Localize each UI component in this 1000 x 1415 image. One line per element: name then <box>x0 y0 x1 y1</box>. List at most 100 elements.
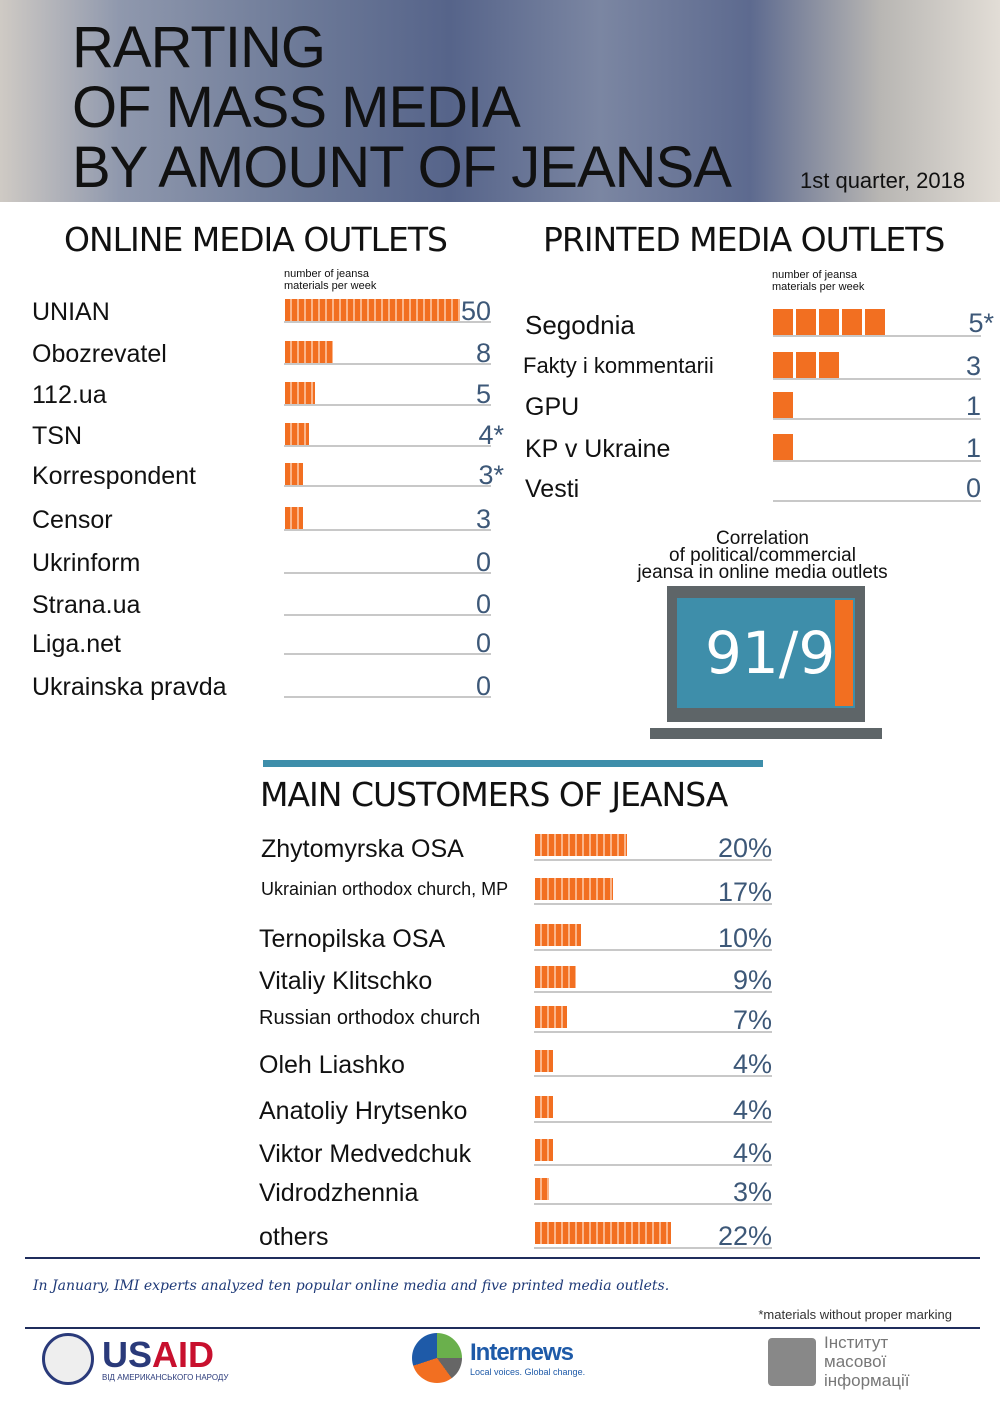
bar <box>535 1222 672 1244</box>
category-label: GPU <box>525 393 580 421</box>
value-label: 3* <box>478 460 504 490</box>
category-label: Oleh Liashko <box>259 1051 405 1079</box>
imi-name: Інститут масової інформації <box>824 1333 910 1390</box>
customers-title: MAIN CUSTOMERS OF JEANSA <box>260 775 728 814</box>
title-line: RARTING <box>72 15 326 80</box>
bar <box>285 382 315 404</box>
bar <box>285 507 303 529</box>
corr-line: Correlation <box>716 528 809 549</box>
value-label: 3 <box>965 351 981 381</box>
category-label: Anatoliy Hrytsenko <box>259 1097 468 1125</box>
internews-logo: Internews Local voices. Global change. <box>412 1333 585 1383</box>
category-label: Liga.net <box>32 630 121 658</box>
bar <box>285 423 309 445</box>
value-label: 8 <box>475 338 491 368</box>
internews-name: Internews <box>470 1339 574 1366</box>
value-label: 4* <box>478 420 504 450</box>
internews-mark-icon <box>412 1333 462 1383</box>
category-label: Ternopilska OSA <box>259 925 446 953</box>
baseline <box>534 991 772 993</box>
bar <box>535 1096 554 1118</box>
value-label: 50 <box>460 296 491 326</box>
usaid-logo: USAID ВІД АМЕРИКАНСЬКОГО НАРОДУ <box>42 1333 228 1385</box>
baseline <box>773 418 981 420</box>
category-label: Ukrinform <box>32 549 141 577</box>
value-label: 3% <box>732 1177 772 1207</box>
category-label: Ukrainska pravda <box>32 673 227 701</box>
category-label: 112.ua <box>32 381 107 409</box>
corr-line: jeansa in online media outlets <box>637 562 888 583</box>
value-label: 7% <box>732 1005 772 1035</box>
category-label: KP v Ukraine <box>525 435 671 463</box>
bar <box>535 1006 568 1028</box>
bar <box>535 878 614 900</box>
baseline <box>534 1203 772 1205</box>
value-label: 0 <box>965 473 981 503</box>
value-label: 17% <box>717 877 772 907</box>
baseline <box>284 404 491 406</box>
baseline <box>284 445 491 447</box>
value-label: 5* <box>968 308 994 338</box>
value-label: 4% <box>732 1095 772 1125</box>
value-label: 10% <box>717 923 772 953</box>
rule <box>25 1257 980 1259</box>
category-label: UNIAN <box>32 298 110 326</box>
value-label: 0 <box>475 671 491 701</box>
baseline <box>284 321 491 323</box>
baseline <box>534 903 772 905</box>
footer-note: In January, IMI experts analyzed ten pop… <box>33 1278 670 1294</box>
online-unit-note: number of jeansa materials per week <box>284 268 377 292</box>
baseline <box>534 859 772 861</box>
rule <box>25 1327 980 1329</box>
bar <box>773 392 794 418</box>
value-label: 0 <box>475 589 491 619</box>
baseline <box>534 1075 772 1077</box>
title-line: BY AMOUNT OF JEANSA <box>72 135 732 200</box>
category-label: Obozrevatel <box>32 340 167 368</box>
imi-mark-icon <box>768 1337 816 1386</box>
baseline <box>534 1247 772 1249</box>
bar <box>535 1178 549 1200</box>
printed-unit-note: number of jeansa materials per week <box>772 269 865 293</box>
category-label: Censor <box>32 506 113 534</box>
laptop-screen: 91/9 <box>677 598 855 708</box>
bar <box>773 309 886 335</box>
baseline <box>534 949 772 951</box>
baseline <box>773 500 981 502</box>
bar <box>285 341 333 363</box>
laptop-base <box>650 728 882 739</box>
bar <box>535 924 581 946</box>
baseline <box>284 485 491 487</box>
value-label: 20% <box>717 833 772 863</box>
correlation-value: 91/9 <box>705 619 836 687</box>
bar <box>535 834 627 856</box>
online-title: ONLINE MEDIA OUTLETS <box>64 220 448 259</box>
quarter-label: 1st quarter, 2018 <box>800 168 966 193</box>
commercial-share-bar <box>835 600 853 706</box>
value-label: 22% <box>717 1221 772 1251</box>
value-label: 5 <box>475 379 491 409</box>
baseline <box>773 460 981 462</box>
printed-title: PRINTED MEDIA OUTLETS <box>543 220 945 259</box>
category-label: Fakty i kommentarii <box>523 353 714 378</box>
category-label: Korrespondent <box>32 462 197 490</box>
category-label: Russian orthodox church <box>259 1007 481 1029</box>
page-title: RARTING OF MASS MEDIA BY AMOUNT OF JEANS… <box>72 15 732 200</box>
category-label: Vitaliy Klitschko <box>259 967 433 995</box>
laptop-icon: 91/9 <box>667 586 865 722</box>
bar <box>535 966 577 988</box>
divider <box>263 760 763 767</box>
usaid-sub: ВІД АМЕРИКАНСЬКОГО НАРОДУ <box>102 1372 229 1382</box>
category-label: Strana.ua <box>32 591 141 619</box>
baseline <box>534 1031 772 1033</box>
category-label: Segodnia <box>525 310 635 340</box>
category-label: Vidrodzhennia <box>259 1179 419 1207</box>
baseline <box>773 335 981 337</box>
category-label: Zhytomyrska OSA <box>261 835 464 863</box>
bar <box>285 463 303 485</box>
category-label: Viktor Medvedchuk <box>259 1140 472 1168</box>
baseline <box>284 614 491 616</box>
value-label: 1 <box>965 433 981 463</box>
bar <box>773 352 840 378</box>
baseline <box>534 1121 772 1123</box>
